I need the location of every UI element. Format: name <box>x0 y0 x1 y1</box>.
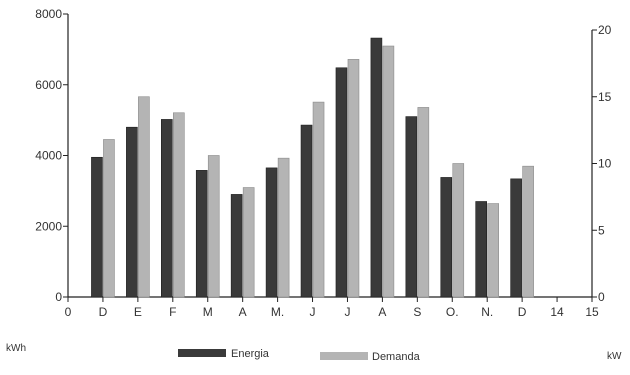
bar-energia <box>195 170 208 298</box>
bar-demanda <box>347 59 360 298</box>
x-tick-label: A <box>378 305 386 319</box>
legend-label-energia: Energia <box>231 348 270 360</box>
bar-energia <box>335 67 348 298</box>
x-axis-ticks: 0 D E F M A M. J J A S O. N. D 14 15 <box>65 297 599 319</box>
bar-demanda <box>522 165 534 298</box>
left-tick-label: 4000 <box>35 149 62 163</box>
x-tick-label: 0 <box>65 305 72 319</box>
left-tick-label: 0 <box>55 290 62 304</box>
x-tick-label: N. <box>481 305 493 319</box>
left-tick-label: 8000 <box>35 7 62 21</box>
left-tick-label: 2000 <box>35 219 62 233</box>
bar-energia <box>300 124 313 298</box>
bar-energia <box>510 178 522 298</box>
left-axis-ticks: 0 2000 4000 6000 8000 <box>35 7 68 304</box>
bar-demanda <box>382 45 395 298</box>
bar-demanda <box>103 139 115 298</box>
legend: Energia Demanda <box>178 348 421 363</box>
legend-label-demanda: Demanda <box>372 351 421 363</box>
x-tick-label: D <box>518 305 527 319</box>
right-tick-label: 20 <box>598 23 612 37</box>
x-tick-label: J <box>310 305 316 319</box>
bar-energia <box>475 201 488 298</box>
bar-energia <box>440 177 453 298</box>
bar-energia <box>405 116 418 298</box>
x-tick-label: 15 <box>585 305 599 319</box>
bars <box>91 37 534 298</box>
left-axis-label: kWh <box>6 343 26 354</box>
bar-demanda <box>452 163 465 298</box>
bar-energia <box>161 119 173 298</box>
x-tick-label: F <box>169 305 176 319</box>
x-tick-label: M <box>203 305 213 319</box>
x-tick-label: O. <box>446 305 459 319</box>
bar-demanda <box>487 203 500 298</box>
bar-demanda <box>417 107 430 298</box>
right-tick-label: 15 <box>598 90 612 104</box>
right-axis-ticks: 0 5 10 15 20 <box>592 23 612 304</box>
x-tick-label: A <box>239 305 247 319</box>
legend-swatch-demanda <box>320 352 368 360</box>
bar-demanda <box>207 155 220 298</box>
bar-energia <box>230 194 243 298</box>
legend-swatch-energia <box>178 349 226 357</box>
bar-demanda <box>242 187 255 298</box>
left-tick-label: 6000 <box>35 78 62 92</box>
bar-demanda <box>312 101 325 298</box>
bar-energia <box>126 126 138 298</box>
bar-energia <box>265 167 278 298</box>
x-tick-label: E <box>134 305 142 319</box>
bar-demanda <box>138 96 150 298</box>
x-tick-label: S <box>413 305 421 319</box>
right-tick-label: 0 <box>598 290 605 304</box>
bar-demanda <box>277 157 290 298</box>
right-axis-label: kW <box>607 351 622 362</box>
bar-demanda <box>173 112 185 298</box>
x-tick-label: D <box>99 305 108 319</box>
bar-energia <box>370 37 383 298</box>
bar-energia <box>91 156 103 298</box>
x-tick-label: 14 <box>550 305 564 319</box>
x-tick-label: J <box>344 305 350 319</box>
x-tick-label: M. <box>271 305 284 319</box>
right-tick-label: 5 <box>598 223 605 237</box>
right-tick-label: 10 <box>598 157 612 171</box>
